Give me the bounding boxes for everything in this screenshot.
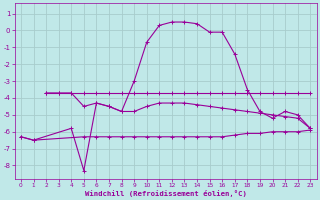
X-axis label: Windchill (Refroidissement éolien,°C): Windchill (Refroidissement éolien,°C): [85, 190, 246, 197]
